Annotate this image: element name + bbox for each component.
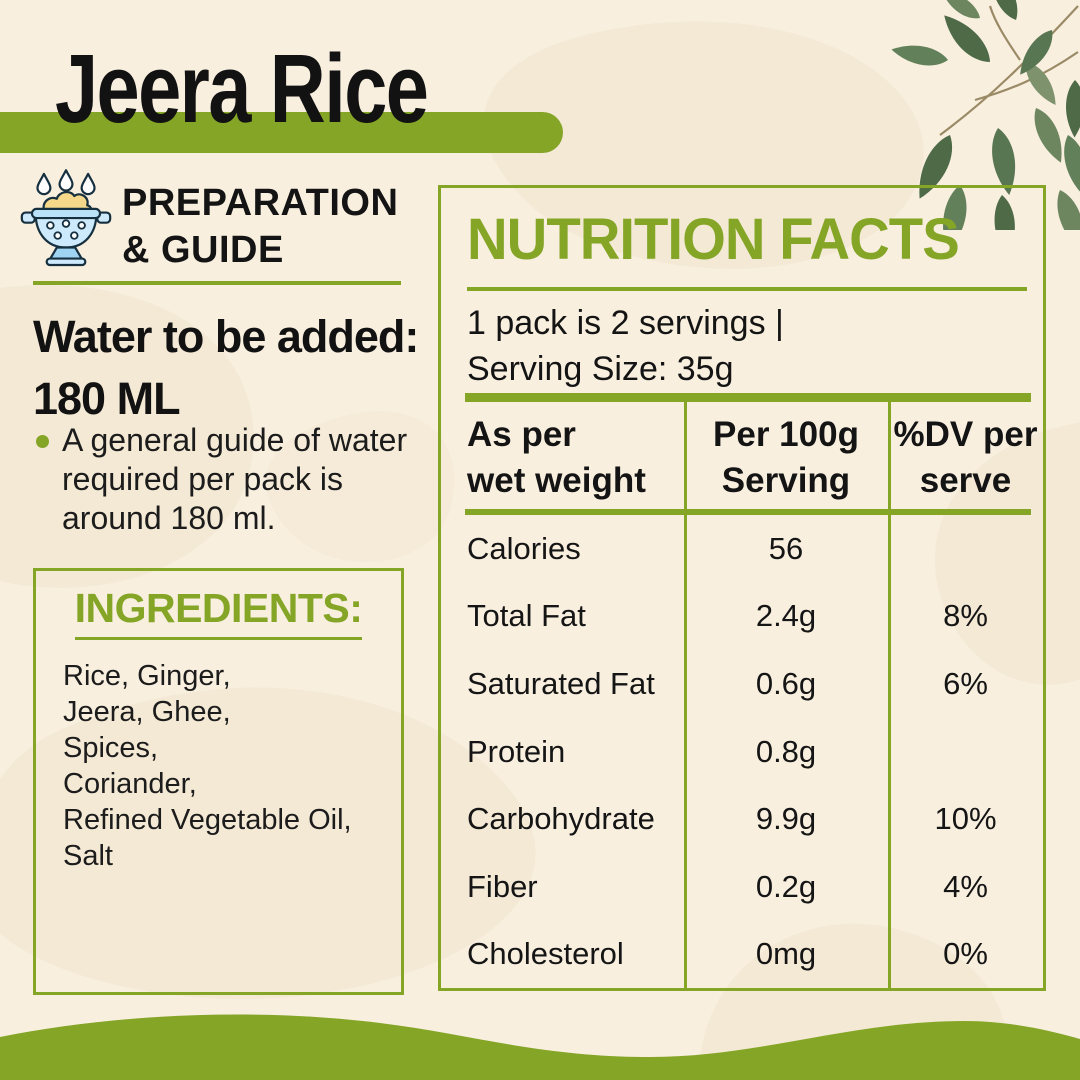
ingredient-line: Salt xyxy=(63,840,113,872)
serving-info-line2: Serving Size: 35g xyxy=(467,350,734,388)
water-heading-line1: Water to be added: xyxy=(33,311,419,362)
preparation-heading-line1: PREPARATION xyxy=(122,182,399,224)
table-row: Calories 56 xyxy=(467,530,804,566)
section-divider-line xyxy=(33,281,401,285)
table-row: Protein 0.8g xyxy=(467,733,817,769)
title-highlight-bar xyxy=(0,112,563,153)
table-row: Fiber 0.2g 4% xyxy=(467,868,988,904)
ingredient-line: Rice, Ginger, xyxy=(63,660,231,692)
ingredient-line: Refined Vegetable Oil, xyxy=(63,804,352,836)
nutrition-facts-title: NUTRITION FACTS xyxy=(467,207,960,272)
nutrition-title-underline xyxy=(467,287,1027,291)
table-row: Carbohydrate 9.9g 10% xyxy=(467,801,997,837)
leaves-decoration-image xyxy=(890,0,1080,230)
column-header-per-100g: Per 100g Serving xyxy=(713,415,859,500)
table-top-rule xyxy=(465,393,1031,402)
table-row: Total Fat 2.4g 8% xyxy=(467,598,988,634)
water-to-add-heading: Water to be added: 180 ML xyxy=(33,306,419,430)
ingredient-line: Coriander, xyxy=(63,768,197,800)
nutrition-table-body: Calories 56 Total Fat 2.4g 8% Saturated … xyxy=(441,515,1043,988)
ingredient-line: Spices, xyxy=(63,732,159,764)
bullet-dot-icon xyxy=(36,435,49,448)
water-heading-line2: 180 ML xyxy=(33,373,181,424)
column-header-wet-weight: As per wet weight xyxy=(467,415,646,500)
table-row: Cholesterol 0mg 0% xyxy=(467,936,988,972)
nutrition-table-header: As per wet weight Per 100g Serving %DV p… xyxy=(441,412,1043,504)
table-row: Saturated Fat 0.6g 6% xyxy=(467,665,988,701)
column-header-dv: %DV per serve xyxy=(893,415,1038,500)
table-header-rule xyxy=(465,509,1031,515)
page-title: Jeera Rice xyxy=(55,34,429,143)
ingredients-list: Rice, Ginger, Jeera, Ghee, Spices, Coria… xyxy=(63,658,401,874)
table-column-divider xyxy=(888,393,891,988)
water-guide-bullet: A general guide of water required per pa… xyxy=(36,421,408,538)
colander-icon xyxy=(20,169,112,267)
bottom-wave-decoration xyxy=(0,1014,1080,1080)
preparation-heading-line2: & GUIDE xyxy=(122,229,284,271)
preparation-guide-heading: PREPARATION & GUIDE xyxy=(122,180,398,274)
ingredients-heading: INGREDIENTS: xyxy=(74,585,363,640)
serving-info-line1: 1 pack is 2 servings | xyxy=(467,304,784,342)
serving-info: 1 pack is 2 servings | Serving Size: 35g xyxy=(467,300,784,392)
water-guide-text: A general guide of water required per pa… xyxy=(62,422,408,536)
ingredients-box: INGREDIENTS: Rice, Ginger, Jeera, Ghee, … xyxy=(33,568,404,995)
nutrition-facts-box: NUTRITION FACTS 1 pack is 2 servings | S… xyxy=(438,185,1046,991)
ingredient-line: Jeera, Ghee, xyxy=(63,696,231,728)
table-column-divider xyxy=(684,393,687,988)
